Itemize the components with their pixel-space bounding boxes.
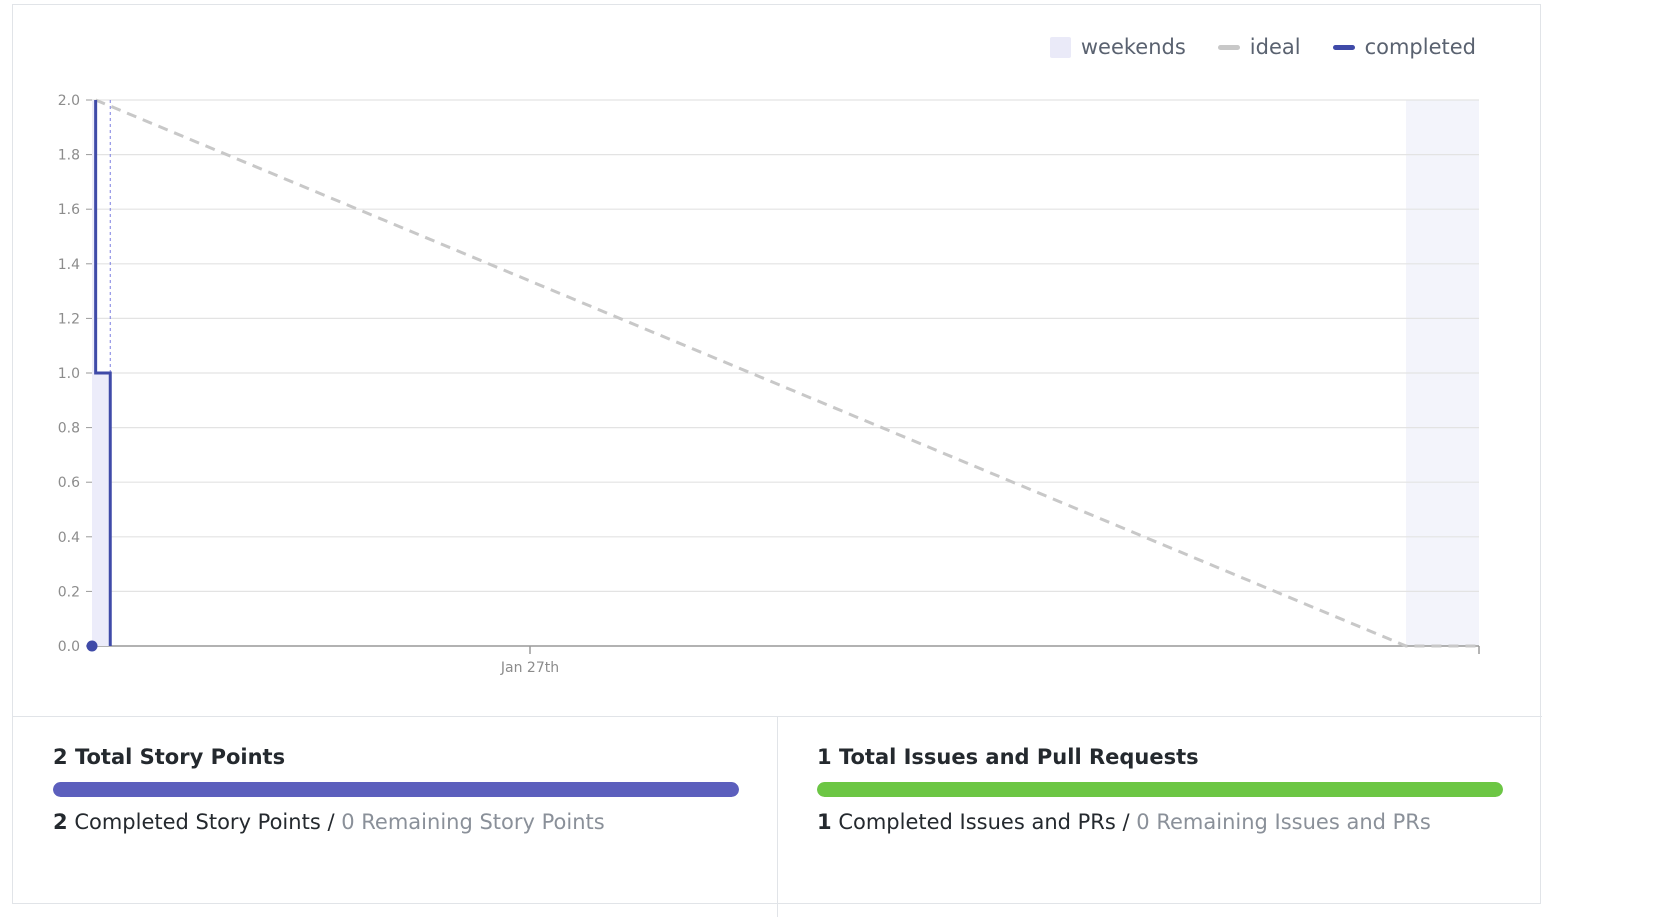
issues-completed-value: 1	[817, 810, 832, 834]
issues-total-label: Total Issues and Pull Requests	[838, 745, 1199, 769]
issues-summary: 1 Total Issues and Pull Requests 1 Compl…	[817, 742, 1503, 837]
chart-svg: 0.0 0.2 0.4 0.6 0.8 1.0 1.2 1.4 1.6 1.8 2.0 Jan 27t…	[58, 93, 1480, 676]
stats-divider	[777, 717, 778, 917]
x-tick-label: Jan 27th	[500, 660, 559, 676]
story-points-title: 2 Total Story Points	[53, 742, 739, 772]
y-tick-label: 0.8	[58, 421, 80, 437]
issues-remaining-label: Remaining Issues and PRs	[1156, 810, 1431, 834]
story-points-progress-bar	[53, 782, 739, 797]
y-tick-label: 1.4	[58, 257, 80, 273]
story-points-summary: 2 Total Story Points 2 Completed Story P…	[53, 742, 739, 837]
story-remaining-label: Remaining Story Points	[361, 810, 605, 834]
legend-item-ideal[interactable]: ideal	[1217, 35, 1301, 59]
ideal-series-line	[95, 98, 1479, 648]
legend-label-ideal: ideal	[1249, 35, 1301, 59]
issues-completed-label: Completed Issues and PRs	[838, 810, 1116, 834]
y-tick-label: 0.4	[58, 530, 80, 546]
y-tick-label: 0.6	[58, 475, 80, 491]
completed-series-line	[94, 100, 112, 646]
legend-label-weekends: weekends	[1080, 35, 1186, 59]
issues-separator: /	[1122, 810, 1130, 834]
legend-item-weekends[interactable]: weekends	[1049, 35, 1186, 59]
legend-item-completed[interactable]: completed	[1332, 35, 1476, 59]
completed-swatch	[1332, 44, 1355, 50]
story-separator: /	[327, 810, 335, 834]
issues-title: 1 Total Issues and Pull Requests	[817, 742, 1503, 772]
chart-legend: weekends ideal completed	[1049, 35, 1476, 59]
ideal-swatch	[1217, 44, 1240, 50]
burndown-chart: 0.0 0.2 0.4 0.6 0.8 1.0 1.2 1.4 1.6 1.8 2.0 Jan 27t…	[13, 5, 1542, 717]
y-tick-label: 0.2	[58, 584, 80, 600]
burndown-panel: 0.0 0.2 0.4 0.6 0.8 1.0 1.2 1.4 1.6 1.8 2.0 Jan 27t…	[12, 4, 1542, 917]
story-total-value: 2	[53, 745, 68, 769]
y-tick-label: 1.2	[58, 311, 80, 327]
issues-breakdown: 1 Completed Issues and PRs / 0 Remaining…	[817, 807, 1503, 837]
issues-total-value: 1	[817, 745, 832, 769]
issues-progress-track	[817, 782, 1503, 797]
y-tick-label: 1.8	[58, 148, 80, 164]
issues-progress-bar	[817, 782, 1503, 797]
y-tick-label: 2.0	[58, 93, 80, 109]
issues-remaining-value: 0	[1136, 810, 1150, 834]
y-tick-label: 1.0	[58, 366, 80, 382]
story-completed-value: 2	[53, 810, 68, 834]
y-tick-label: 1.6	[58, 202, 80, 218]
story-remaining-value: 0	[341, 810, 355, 834]
story-points-progress-track	[53, 782, 739, 797]
story-points-breakdown: 2 Completed Story Points / 0 Remaining S…	[53, 807, 739, 837]
story-completed-label: Completed Story Points	[74, 810, 321, 834]
y-tick-label: 0.0	[58, 639, 80, 655]
story-total-label: Total Story Points	[74, 745, 286, 769]
weekends-swatch	[1049, 36, 1071, 58]
legend-label-completed: completed	[1364, 35, 1476, 59]
section-divider	[13, 716, 1542, 717]
completed-start-marker	[86, 640, 98, 652]
